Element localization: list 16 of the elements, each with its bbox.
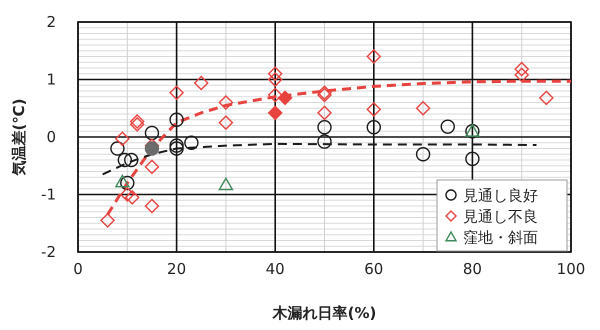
x-tick-label: 0	[73, 260, 83, 278]
y-tick-label: 2	[46, 13, 56, 31]
x-tick-label: 80	[462, 260, 482, 278]
x-tick-label: 100	[556, 260, 586, 278]
y-tick-label: -2	[41, 243, 56, 261]
legend-label: 見通し良好	[463, 186, 538, 204]
y-axis-title: 気温差(℃)	[10, 98, 28, 176]
x-tick-label: 60	[364, 260, 384, 278]
y-tick-label: 0	[46, 128, 56, 146]
x-tick-label: 40	[266, 260, 285, 278]
y-tick-label: -1	[41, 186, 56, 204]
legend-label: 窪地・斜面	[463, 228, 538, 246]
legend-label: 見通し不良	[463, 208, 538, 226]
y-tick-label: 1	[46, 70, 56, 88]
x-tick-label: 20	[167, 260, 186, 278]
x-axis-title: 木漏れ日率(%)	[272, 304, 376, 322]
